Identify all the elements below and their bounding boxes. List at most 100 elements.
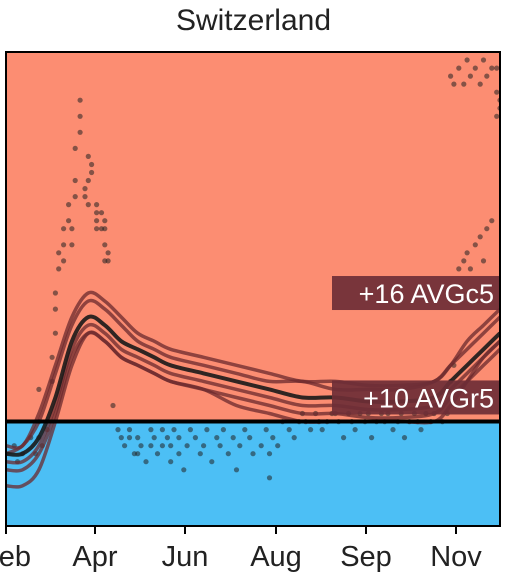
data-point	[72, 177, 78, 184]
negative-region	[6, 421, 500, 526]
data-point	[143, 459, 149, 465]
data-point	[494, 89, 500, 95]
data-point	[61, 226, 67, 232]
data-point	[164, 435, 170, 441]
data-point	[94, 226, 100, 232]
data-point	[49, 354, 55, 360]
data-point	[181, 467, 187, 473]
data-point	[286, 427, 292, 433]
data-point	[266, 475, 273, 481]
data-point	[122, 443, 128, 449]
data-point	[401, 435, 408, 441]
data-point	[61, 258, 67, 264]
data-point	[159, 427, 165, 433]
data-point	[176, 435, 182, 441]
data-point	[220, 427, 226, 433]
data-point	[258, 443, 264, 449]
data-point	[352, 427, 358, 433]
data-point	[148, 443, 154, 449]
data-point	[77, 113, 83, 119]
data-point	[480, 57, 487, 63]
data-point	[85, 177, 91, 184]
data-point	[472, 242, 478, 248]
data-point	[456, 266, 462, 272]
data-point	[319, 427, 325, 433]
data-point	[187, 427, 193, 433]
annotation-text: +16 AVGc5	[359, 279, 494, 309]
x-tick-label: Jun	[162, 541, 209, 573]
data-point	[247, 435, 253, 441]
data-point	[176, 451, 182, 457]
data-point	[56, 266, 62, 272]
data-point	[94, 210, 100, 216]
data-point	[489, 218, 495, 224]
data-point	[477, 234, 483, 240]
data-point	[456, 65, 462, 71]
data-point	[291, 435, 297, 441]
data-point	[102, 218, 108, 224]
data-point	[105, 258, 111, 264]
data-point	[448, 73, 454, 79]
data-point	[115, 427, 121, 433]
data-point	[94, 202, 100, 208]
x-tick-label: Sep	[340, 541, 392, 573]
data-point	[489, 65, 495, 71]
data-point	[168, 459, 174, 465]
data-point	[263, 427, 269, 433]
data-point	[275, 443, 281, 449]
data-point	[89, 161, 95, 168]
data-point	[214, 435, 220, 441]
data-point	[480, 258, 487, 264]
data-point	[66, 218, 72, 224]
data-point	[472, 65, 478, 71]
data-point	[390, 427, 396, 433]
data-point	[369, 435, 375, 441]
ensemble-line	[6, 290, 500, 450]
data-point	[82, 194, 88, 200]
data-point	[159, 443, 165, 449]
data-point	[484, 226, 490, 232]
data-point	[69, 242, 75, 248]
data-point	[464, 57, 470, 63]
data-point	[250, 451, 256, 457]
data-point	[36, 386, 42, 392]
data-point	[138, 443, 144, 449]
data-point	[135, 435, 141, 441]
data-point	[102, 242, 108, 248]
data-point	[464, 250, 470, 256]
data-point	[85, 153, 91, 159]
annotation-label: +10 AVGr5	[332, 380, 500, 415]
data-point	[341, 435, 347, 441]
data-point	[72, 194, 78, 200]
data-point	[192, 435, 198, 441]
data-point	[72, 145, 78, 151]
data-point	[126, 435, 133, 441]
data-point	[77, 97, 83, 103]
data-point	[494, 113, 500, 119]
data-point	[126, 427, 133, 433]
data-point	[98, 210, 105, 216]
data-point	[61, 242, 67, 248]
data-point	[494, 65, 500, 71]
plot-frame	[5, 51, 501, 527]
data-point	[308, 427, 314, 433]
data-point	[237, 443, 243, 449]
data-point	[118, 435, 124, 441]
data-point	[217, 443, 223, 449]
data-point	[52, 330, 59, 336]
x-tick-label: Nov	[430, 541, 482, 573]
data-point	[184, 443, 190, 449]
data-point	[266, 451, 273, 457]
data-point	[484, 73, 490, 79]
data-point	[204, 427, 210, 433]
data-point	[135, 451, 141, 457]
data-point	[89, 169, 95, 176]
data-point	[270, 435, 276, 441]
data-point	[230, 435, 236, 441]
data-point	[85, 202, 91, 208]
data-point	[209, 459, 215, 465]
x-tick-label: Apr	[72, 541, 117, 573]
data-point	[197, 451, 203, 457]
annotation-background	[332, 380, 500, 415]
